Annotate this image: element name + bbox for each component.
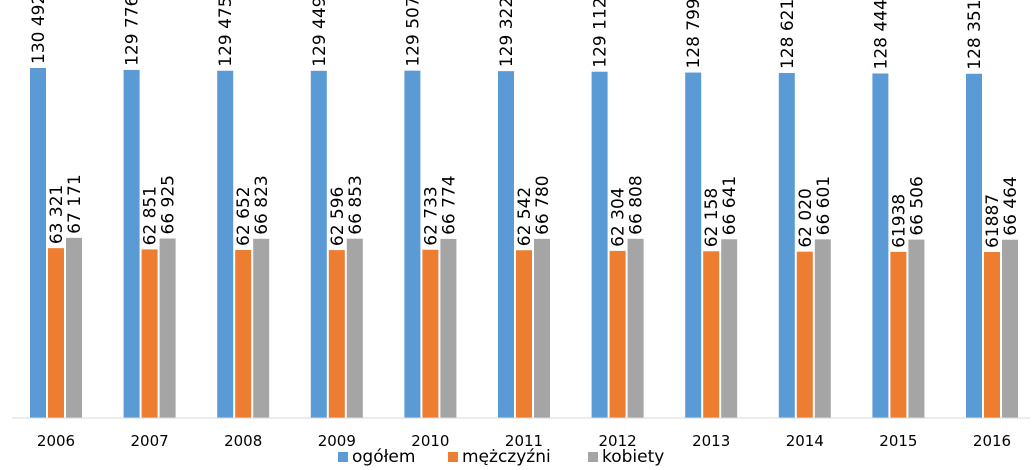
data-label-kobiety-2011: 66 780 — [533, 175, 553, 234]
bar-ogółem-2013 — [685, 72, 702, 418]
legend-label-mężczyźni: mężczyźni — [462, 447, 551, 467]
bar-ogółem-2006 — [30, 68, 46, 418]
legend-label-ogółem: ogółem — [352, 447, 415, 467]
bar-ogółem-2008 — [217, 70, 234, 418]
x-tick-label-2006: 2006 — [37, 432, 75, 450]
bar-ogółem-2016 — [966, 73, 982, 419]
bar-mężczyźni-2012 — [609, 250, 626, 418]
data-label-kobiety-2014: 66 601 — [814, 176, 834, 235]
data-label-mężczyźni-2007: 62 851 — [141, 186, 161, 245]
bar-mężczyźni-2006 — [48, 248, 64, 418]
bar-mężczyźni-2010 — [422, 249, 439, 418]
bar-mężczyźni-2013 — [703, 251, 720, 418]
data-label-ogółem-2015: 128 444 — [871, 0, 891, 69]
bar-mężczyźni-2007 — [141, 249, 158, 418]
data-label-mężczyźni-2010: 62 733 — [421, 186, 441, 245]
x-tick-label-2016: 2016 — [973, 432, 1011, 450]
bar-mężczyźni-2016 — [984, 252, 1000, 418]
bar-ogółem-2009 — [310, 70, 327, 419]
data-label-kobiety-2006: 67 171 — [65, 174, 85, 233]
bar-kobiety-2011 — [534, 238, 550, 418]
data-label-kobiety-2010: 66 774 — [439, 175, 459, 234]
bar-kobiety-2006 — [66, 237, 82, 418]
data-label-kobiety-2013: 66 641 — [720, 176, 740, 235]
bar-kobiety-2008 — [253, 238, 270, 418]
data-label-kobiety-2012: 66 808 — [627, 175, 647, 234]
data-label-ogółem-2010: 129 507 — [403, 0, 423, 67]
bar-kobiety-2010 — [440, 238, 457, 418]
x-tick-label-2010: 2010 — [411, 432, 449, 450]
bar-mężczyźni-2015 — [890, 251, 907, 418]
x-tick-label-2015: 2015 — [879, 432, 917, 450]
bar-kobiety-2013 — [721, 239, 738, 418]
x-tick-label-2007: 2007 — [131, 432, 169, 450]
bar-mężczyźni-2008 — [235, 249, 252, 418]
bar-ogółem-2014 — [778, 73, 795, 419]
bar-mężczyźni-2014 — [796, 251, 813, 418]
data-label-kobiety-2007: 66 925 — [159, 175, 179, 234]
data-label-mężczyźni-2016: 61887 — [983, 194, 1003, 248]
data-label-ogółem-2014: 128 621 — [778, 0, 798, 69]
data-label-ogółem-2011: 129 322 — [497, 0, 517, 67]
bar-ogółem-2015 — [872, 73, 889, 419]
data-label-mężczyźni-2011: 62 542 — [515, 187, 535, 246]
data-label-mężczyźni-2006: 63 321 — [47, 185, 67, 244]
data-label-mężczyźni-2012: 62 304 — [609, 187, 629, 246]
bar-ogółem-2007 — [123, 69, 140, 419]
bars-group — [30, 68, 1018, 419]
bar-kobiety-2015 — [908, 239, 925, 418]
data-label-kobiety-2009: 66 853 — [346, 175, 366, 234]
bar-mężczyźni-2011 — [516, 250, 532, 418]
data-label-ogółem-2013: 128 799 — [684, 0, 704, 69]
data-label-kobiety-2008: 66 823 — [252, 175, 272, 234]
bar-kobiety-2009 — [346, 238, 363, 418]
x-tick-label-2012: 2012 — [599, 432, 637, 450]
data-label-ogółem-2007: 129 776 — [123, 0, 143, 66]
data-label-mężczyźni-2013: 62 158 — [702, 188, 722, 247]
data-label-kobiety-2016: 66 464 — [1001, 176, 1021, 235]
bar-mężczyźni-2009 — [328, 250, 345, 418]
x-tick-label-2014: 2014 — [786, 432, 824, 450]
bar-ogółem-2010 — [404, 70, 421, 419]
x-tick-label-2009: 2009 — [318, 432, 356, 450]
data-label-mężczyźni-2009: 62 596 — [328, 187, 348, 246]
x-tick-label-2011: 2011 — [505, 432, 543, 450]
data-label-mężczyźni-2008: 62 652 — [234, 186, 254, 245]
legend-swatch-ogółem — [338, 452, 348, 462]
legend-label-kobiety: kobiety — [602, 447, 664, 467]
data-label-mężczyźni-2015: 61938 — [889, 194, 909, 248]
data-label-ogółem-2009: 129 449 — [310, 0, 330, 67]
bar-kobiety-2014 — [814, 239, 831, 418]
bar-kobiety-2007 — [159, 238, 176, 418]
bar-ogółem-2011 — [498, 71, 514, 418]
bar-kobiety-2012 — [627, 238, 644, 418]
bar-ogółem-2012 — [591, 71, 608, 418]
x-tick-labels: 2006 2007 2008 2009 2010 2011 2012 2013 2014 2015… — [37, 432, 1011, 450]
data-label-ogółem-2008: 129 475 — [216, 0, 236, 67]
data-label-ogółem-2012: 129 112 — [591, 0, 611, 68]
data-label-kobiety-2015: 66 506 — [907, 176, 927, 235]
data-label-ogółem-2016: 128 351 — [965, 0, 985, 70]
data-label-ogółem-2006: 130 492 — [29, 0, 49, 64]
data-label-mężczyźni-2014: 62 020 — [796, 188, 816, 247]
x-tick-label-2013: 2013 — [692, 432, 730, 450]
bar-kobiety-2016 — [1002, 239, 1018, 418]
legend-swatch-kobiety — [588, 452, 598, 462]
legend-swatch-mężczyźni — [448, 452, 458, 462]
legend: ogółem mężczyźni kobiety — [338, 447, 664, 467]
x-tick-label-2008: 2008 — [224, 432, 262, 450]
